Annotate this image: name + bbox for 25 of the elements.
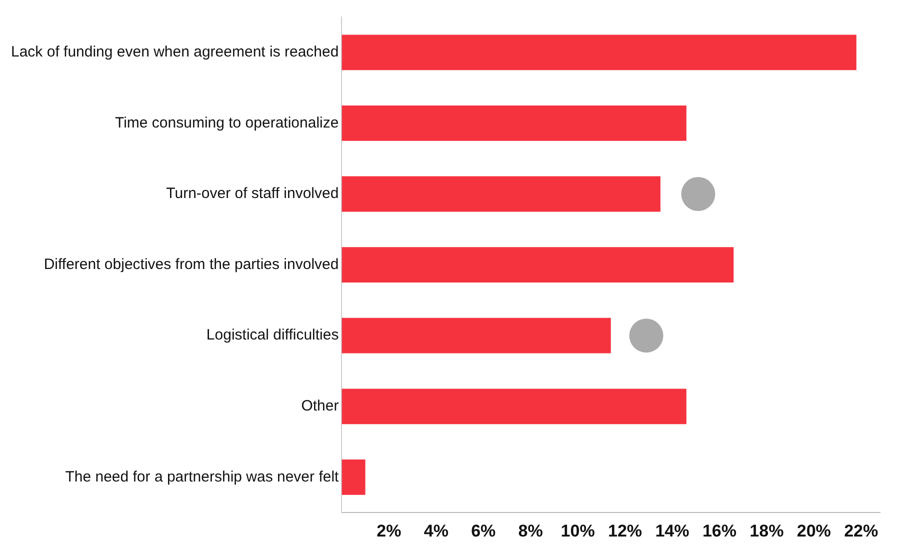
x-tick-label: 6%	[471, 521, 496, 540]
y-tick-label: Logistical difficulties	[206, 326, 339, 344]
y-tick-label: The need for a partnership was never felt	[65, 468, 340, 486]
x-tick-label: 22%	[844, 521, 878, 540]
bar	[342, 176, 660, 212]
x-tick-label: 2%	[376, 521, 402, 540]
bar	[342, 460, 366, 495]
x-tick-label: 20%	[796, 521, 831, 540]
y-tick-label: Time consuming to operationalize	[114, 114, 339, 132]
x-tick-label: 8%	[518, 521, 543, 540]
x-tick-label: 18%	[750, 521, 784, 540]
bar	[342, 34, 856, 70]
x-tick-label: 16%	[702, 521, 736, 540]
bar	[342, 106, 686, 141]
y-tick-label: Lack of funding even when agreement is reached	[10, 44, 339, 61]
y-tick-label: Different objectives from the parties involved	[44, 256, 339, 273]
x-tick-label: 12%	[608, 521, 642, 540]
bar	[342, 318, 611, 354]
x-tick-label: 10%	[560, 521, 595, 540]
bar	[342, 388, 686, 424]
y-tick-label: Turn-over of staff involved	[166, 185, 339, 202]
bar	[342, 247, 734, 282]
x-tick-label: 14%	[655, 521, 690, 540]
y-tick-label: Other	[301, 398, 339, 415]
x-tick-label: 4%	[424, 521, 448, 540]
